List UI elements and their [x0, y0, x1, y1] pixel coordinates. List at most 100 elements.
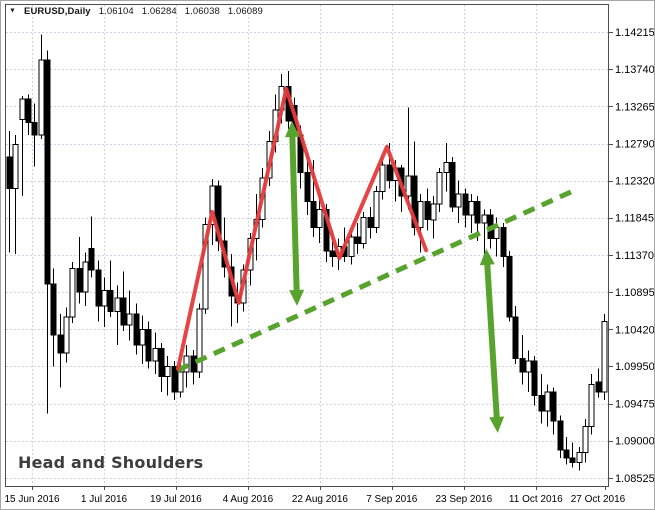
candle: [373, 186, 380, 234]
candle: [114, 285, 121, 346]
candle: [354, 222, 361, 255]
date-axis-label: 7 Sep 2016: [366, 494, 418, 505]
price-axis-label: 1.09000: [615, 436, 655, 448]
date-axis-label: 22 Aug 2016: [292, 494, 349, 505]
candle-body: [430, 203, 437, 221]
candle-body: [38, 59, 45, 136]
candle-body: [82, 261, 89, 293]
candle: [31, 103, 38, 167]
candle: [164, 356, 171, 396]
candle-body: [424, 201, 431, 221]
candle: [424, 188, 431, 231]
candle-body: [474, 201, 481, 224]
candle-body: [95, 269, 102, 307]
candle-body: [152, 347, 159, 362]
quote-open: 1.06104: [98, 6, 134, 17]
grid: [6, 5, 608, 486]
candle-body: [107, 289, 114, 312]
candle: [25, 94, 32, 136]
candle: [531, 356, 538, 406]
candle: [405, 107, 412, 210]
candle: [360, 211, 367, 249]
candle-body: [468, 201, 475, 216]
candle-body: [63, 316, 70, 354]
candle-body: [525, 360, 532, 373]
candle-body: [550, 391, 557, 422]
date-axis-label: 23 Sep 2016: [435, 494, 492, 505]
price-axis-label: 1.13740: [615, 64, 655, 76]
candle: [468, 193, 475, 234]
measure-arrow-1[interactable]: [284, 121, 305, 306]
candle-body: [405, 175, 412, 197]
price-axis-label: 1.12790: [615, 139, 655, 151]
candle-body: [557, 420, 564, 451]
plot-frame: [5, 4, 609, 487]
candle: [449, 157, 456, 212]
date-axis-label: 19 Jul 2016: [150, 494, 202, 505]
candle-body: [595, 381, 602, 393]
candle-body: [531, 360, 538, 396]
candle-body: [196, 308, 203, 373]
candle: [107, 260, 114, 317]
date-axis[interactable]: 15 Jun 2016 1 Jul 2016 19 Jul 2016 4 Aug 20…: [4, 487, 626, 505]
price-axis-label: 1.09475: [615, 398, 655, 410]
candle-body: [569, 457, 576, 464]
candle-body: [544, 391, 551, 412]
candle: [158, 342, 165, 393]
candle: [582, 418, 589, 463]
candle: [76, 237, 83, 304]
date-axis-label: 1 Jul 2016: [81, 494, 128, 505]
symbol-dropdown-icon[interactable]: ▼: [9, 7, 17, 15]
neckline[interactable]: [176, 188, 575, 373]
candle-body: [455, 193, 462, 208]
pattern-zigzag-line[interactable]: [176, 86, 429, 371]
candle: [462, 188, 469, 228]
candle-body: [354, 236, 361, 244]
candle-body: [101, 289, 108, 307]
candle: [506, 251, 513, 322]
measure-arrow-2[interactable]: [479, 248, 505, 433]
candle-body: [19, 98, 26, 120]
candle-body: [386, 164, 393, 182]
candle: [417, 193, 424, 253]
candle: [538, 374, 545, 424]
candle-body: [538, 394, 545, 412]
candle-body: [462, 193, 469, 216]
candle: [133, 303, 140, 355]
candle: [430, 196, 437, 239]
candle-body: [367, 216, 374, 229]
candle: [95, 260, 102, 322]
candle: [563, 436, 570, 465]
candle: [525, 350, 532, 393]
candle-body: [126, 313, 133, 326]
candle: [63, 307, 70, 363]
candle-body: [50, 283, 57, 336]
candle-body: [512, 316, 519, 359]
candle-body: [57, 334, 64, 354]
candle-body: [88, 248, 95, 271]
candle-body: [133, 313, 140, 346]
price-axis[interactable]: 1.14215 1.13740 1.13265 1.12790 1.12320 1.118…: [609, 27, 655, 485]
price-axis-label: 1.10895: [615, 287, 655, 299]
candle-body: [164, 365, 171, 377]
candle: [139, 315, 146, 364]
candle: [120, 271, 127, 331]
candle: [367, 207, 374, 239]
symbol-timeframe-label: EURUSD,Daily: [24, 6, 91, 17]
candle: [50, 268, 57, 367]
candle-body: [576, 452, 583, 464]
candle-body: [373, 191, 380, 229]
candle-body: [145, 329, 152, 362]
arrowhead-up-icon: [284, 121, 300, 138]
date-axis-label: 11 Oct 2016: [509, 494, 563, 505]
candle-body: [379, 164, 386, 193]
candle-body: [493, 227, 500, 240]
candles: [6, 34, 608, 471]
date-axis-label: 27 Oct 2016: [571, 494, 626, 505]
candle-body: [436, 172, 443, 205]
candle: [12, 135, 19, 255]
price-axis-label: 1.12320: [615, 175, 655, 187]
price-axis-label: 1.11845: [615, 213, 654, 225]
